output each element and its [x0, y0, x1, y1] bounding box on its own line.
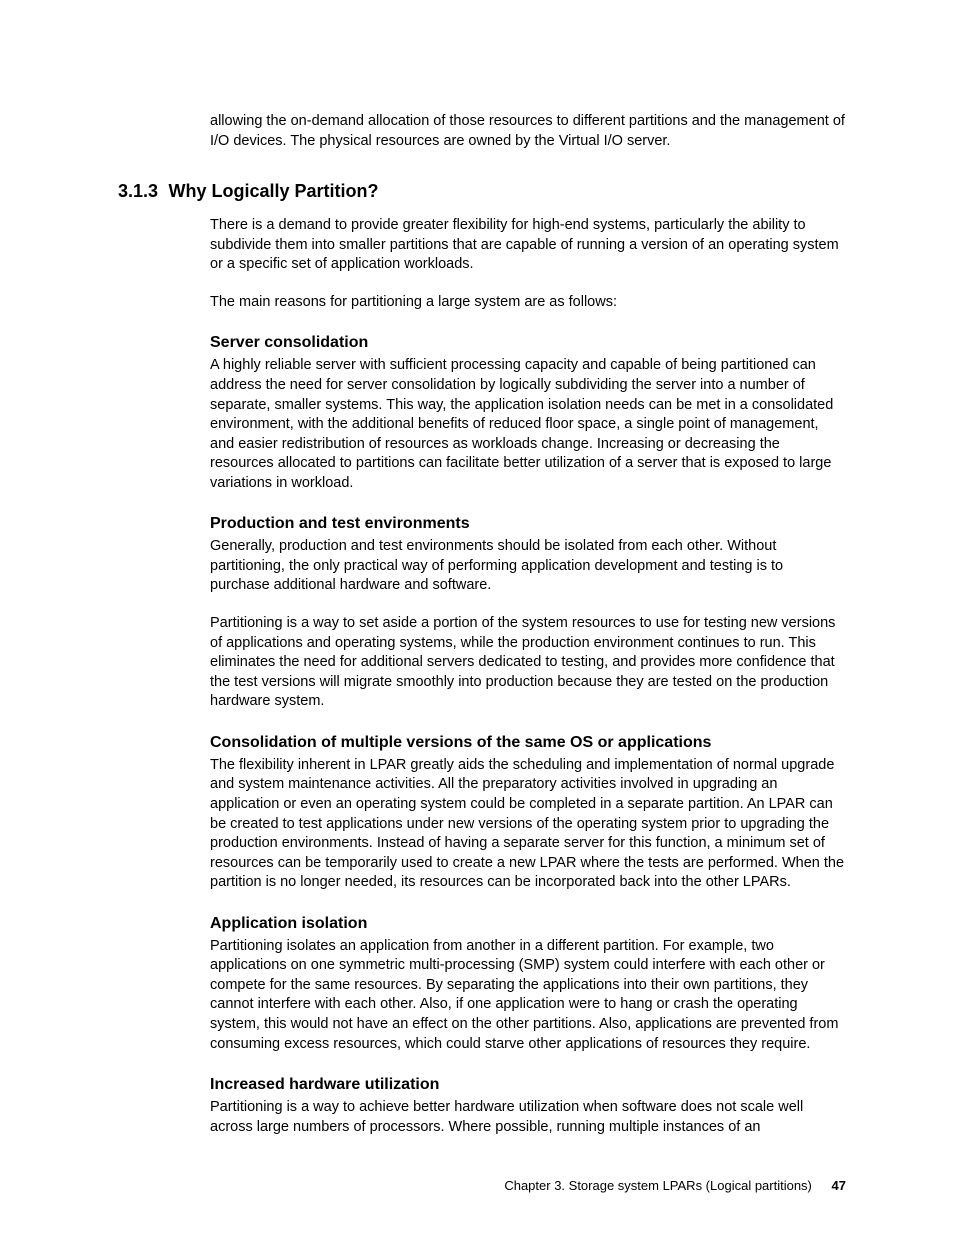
section-title: Why Logically Partition? — [169, 181, 379, 202]
subheading-hw-util: Increased hardware utilization — [210, 1076, 846, 1094]
subheading-app-isolation: Application isolation — [210, 915, 846, 933]
section-number: 3.1.3 — [118, 181, 158, 202]
text-server-consolidation: A highly reliable server with sufficient… — [210, 356, 846, 493]
section-intro-2: The main reasons for partitioning a larg… — [210, 293, 846, 313]
subheading-server-consolidation: Server consolidation — [210, 334, 846, 352]
text-consolidation-os: The flexibility inherent in LPAR greatly… — [210, 756, 846, 893]
text-app-isolation: Partitioning isolates an application fro… — [210, 937, 846, 1054]
text-prod-test-2: Partitioning is a way to set aside a por… — [210, 614, 846, 712]
text-hw-util: Partitioning is a way to achieve better … — [210, 1098, 846, 1137]
footer-chapter-text: Chapter 3. Storage system LPARs (Logical… — [504, 1178, 812, 1193]
subheading-prod-test: Production and test environments — [210, 515, 846, 533]
section-heading: 3.1.3 Why Logically Partition? — [118, 181, 846, 202]
page-footer: Chapter 3. Storage system LPARs (Logical… — [504, 1178, 846, 1193]
document-page: allowing the on-demand allocation of tho… — [0, 0, 954, 1235]
subheading-consolidation-os: Consolidation of multiple versions of th… — [210, 734, 846, 752]
footer-page-number: 47 — [832, 1178, 846, 1193]
intro-paragraph: allowing the on-demand allocation of tho… — [210, 112, 846, 151]
section-intro-1: There is a demand to provide greater fle… — [210, 216, 846, 275]
text-prod-test-1: Generally, production and test environme… — [210, 537, 846, 596]
